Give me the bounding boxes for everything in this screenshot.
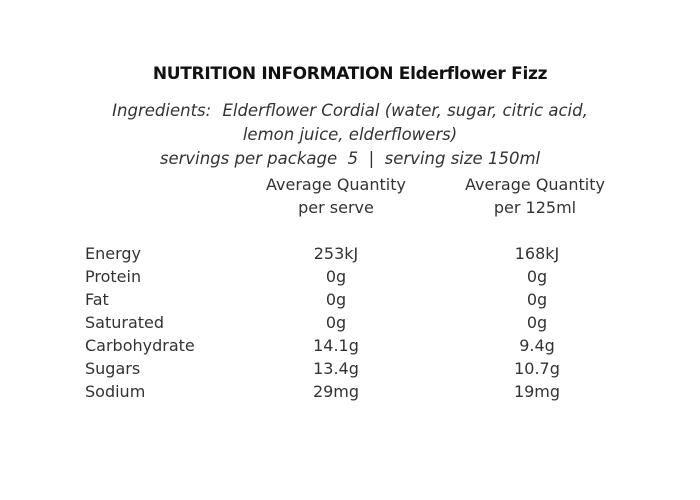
column-header-per-125ml-line1: Average Quantity xyxy=(465,175,605,194)
nutrient-value-per-125ml: 168kJ xyxy=(514,244,560,263)
nutrient-value-per-serve: 0g xyxy=(325,313,347,332)
column-header-per-serve-line2: per serve xyxy=(298,198,374,217)
nutrient-label: Fat xyxy=(85,290,109,309)
ingredients-statement: Ingredients: Elderflower Cordial (water,… xyxy=(90,99,610,147)
ingredients-text: Elderflower Cordial (water, sugar, citri… xyxy=(222,101,588,144)
nutrient-value-per-125ml: 0g xyxy=(526,267,548,286)
nutrient-row-energy: Energy 253kJ 168kJ xyxy=(0,242,700,265)
nutrient-label: Carbohydrate xyxy=(85,336,195,355)
column-header-per-125ml-line2: per 125ml xyxy=(493,198,577,217)
nutrient-label: Sugars xyxy=(85,359,141,378)
nutrient-value-per-serve: 29mg xyxy=(312,382,360,401)
nutrient-table: Energy 253kJ 168kJ Protein 0g 0g Fat 0g … xyxy=(0,242,700,403)
column-header-per-125ml: Average Quantity per 125ml xyxy=(440,173,630,219)
nutrient-label: Sodium xyxy=(85,382,146,401)
nutrient-value-per-125ml: 0g xyxy=(526,290,548,309)
nutrient-row-protein: Protein 0g 0g xyxy=(0,265,700,288)
nutrient-value-per-125ml: 0g xyxy=(526,313,548,332)
nutrient-row-sugars: Sugars 13.4g 10.7g xyxy=(0,357,700,380)
ingredients-label: Ingredients: xyxy=(112,101,212,120)
nutrient-value-per-serve: 0g xyxy=(325,290,347,309)
nutrient-row-carbohydrate: Carbohydrate 14.1g 9.4g xyxy=(0,334,700,357)
column-header-per-serve-line1: Average Quantity xyxy=(266,175,406,194)
servings-line: servings per package 5 | serving size 15… xyxy=(159,149,541,168)
nutrient-value-per-125ml: 9.4g xyxy=(519,336,555,355)
nutrient-label: Protein xyxy=(85,267,142,286)
nutrient-value-per-serve: 0g xyxy=(325,267,347,286)
nutrient-row-fat: Fat 0g 0g xyxy=(0,288,700,311)
nutrient-value-per-serve: 14.1g xyxy=(313,336,359,355)
nutrient-row-saturated: Saturated 0g 0g xyxy=(0,311,700,334)
nutrient-value-per-serve: 253kJ xyxy=(313,244,359,263)
column-header-per-serve: Average Quantity per serve xyxy=(241,173,431,219)
nutrient-label: Saturated xyxy=(85,313,165,332)
nutrient-row-sodium: Sodium 29mg 19mg xyxy=(0,380,700,403)
panel-title: NUTRITION INFORMATION Elderflower Fizz xyxy=(152,64,548,84)
nutrient-value-per-serve: 13.4g xyxy=(313,359,359,378)
nutrient-value-per-125ml: 10.7g xyxy=(514,359,560,378)
nutrient-label: Energy xyxy=(85,244,142,263)
nutrient-value-per-125ml: 19mg xyxy=(513,382,561,401)
